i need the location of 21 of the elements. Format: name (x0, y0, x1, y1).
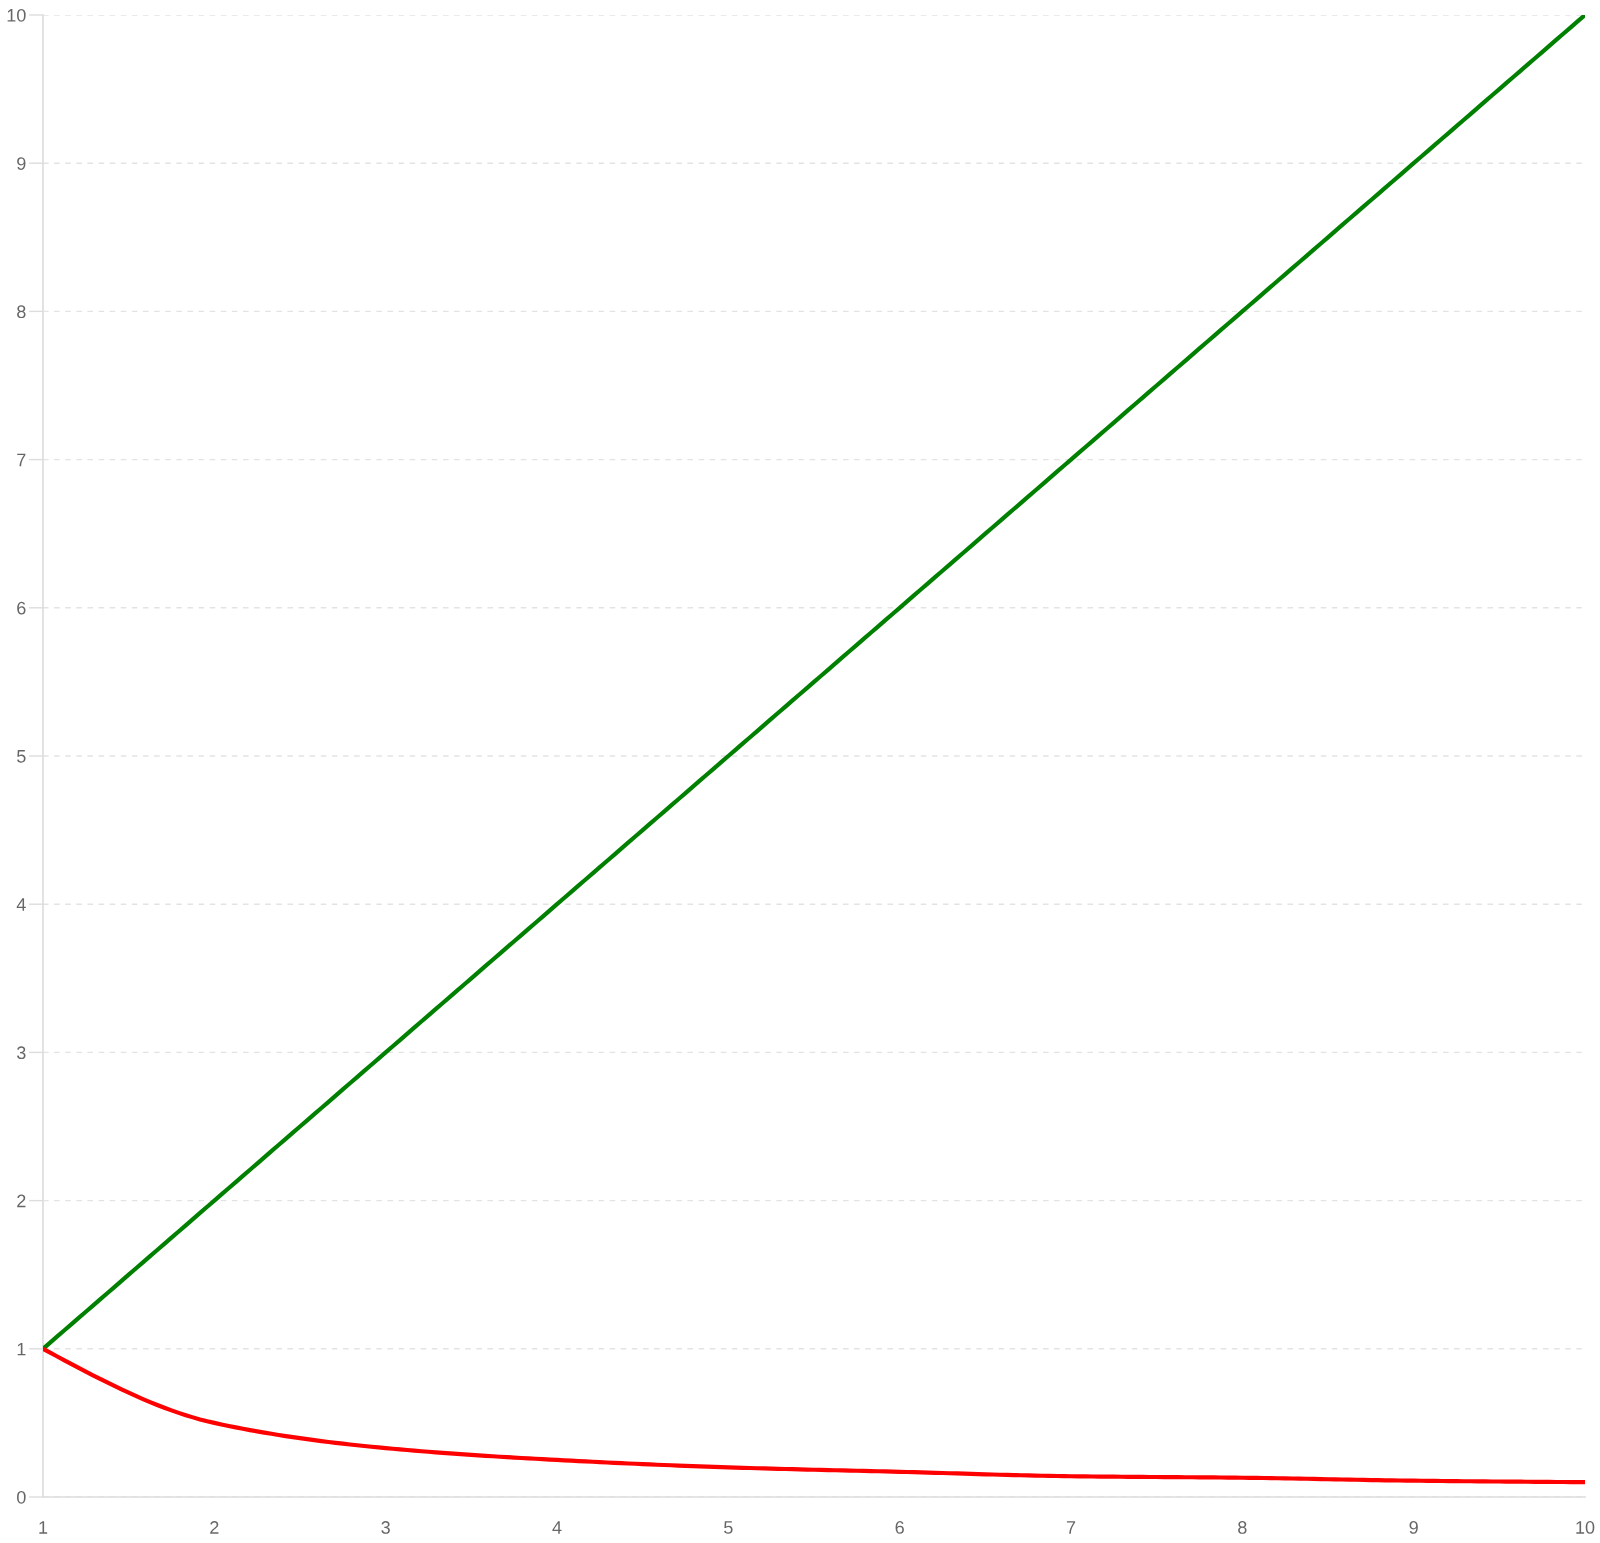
y-tick-label: 5 (17, 750, 26, 763)
y-tick-label: 8 (17, 305, 26, 319)
x-tick-label: 3 (381, 1521, 390, 1534)
x-tick-label: 7 (1066, 1521, 1076, 1534)
y-tick-label: 4 (16, 898, 26, 911)
y-tick-label: 2 (17, 1194, 26, 1208)
x-tick-label: 6 (895, 1521, 904, 1534)
y-tick-label: 7 (17, 453, 26, 467)
y-tick-label: 3 (16, 1046, 26, 1060)
y-tick-label: 0 (17, 1490, 26, 1504)
x-tick-label: 4 (552, 1521, 562, 1534)
x-tick-label: 10 (1576, 1521, 1595, 1534)
y-tick-label: 10 (7, 8, 26, 22)
x-tick-label: 8 (1238, 1521, 1247, 1534)
y-tick-label: 1 (17, 1342, 26, 1356)
y-tick-label: 6 (17, 601, 26, 615)
y-tick-label: 9 (17, 157, 26, 170)
x-tick-label: 5 (724, 1521, 733, 1534)
x-tick-label: 1 (39, 1521, 48, 1534)
x-tick-label: 9 (1409, 1521, 1418, 1534)
x-tick-label: 2 (210, 1521, 219, 1534)
